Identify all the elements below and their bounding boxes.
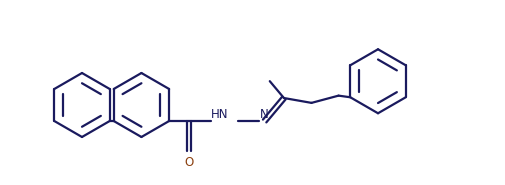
Text: O: O — [184, 157, 193, 169]
Text: N: N — [259, 107, 268, 120]
Text: HN: HN — [211, 107, 228, 120]
